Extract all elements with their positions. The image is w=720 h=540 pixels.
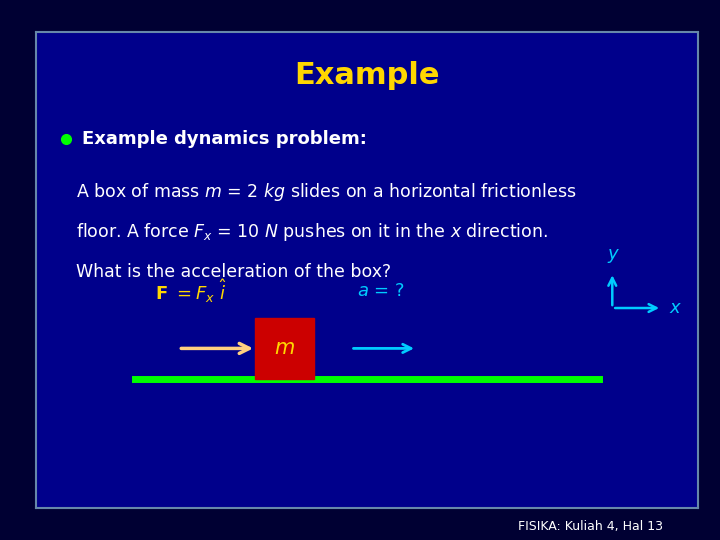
Text: $\mathbf{F}$ $= F_x\ \hat{i}$: $\mathbf{F}$ $= F_x\ \hat{i}$ — [156, 278, 228, 305]
Text: A box of mass $m$ = 2 $kg$ slides on a horizontal frictionless: A box of mass $m$ = 2 $kg$ slides on a h… — [76, 180, 576, 202]
Text: Example: Example — [294, 60, 440, 90]
Text: What is the acceleration of the box?: What is the acceleration of the box? — [76, 264, 391, 281]
Text: y: y — [607, 245, 618, 263]
Text: x: x — [670, 299, 680, 317]
Text: $m$: $m$ — [274, 339, 295, 359]
Text: Example dynamics problem:: Example dynamics problem: — [82, 130, 367, 148]
Text: FISIKA: Kuliah 4, Hal 13: FISIKA: Kuliah 4, Hal 13 — [518, 520, 663, 533]
Bar — [255, 318, 314, 379]
Text: $a$ = ?: $a$ = ? — [357, 282, 405, 300]
Text: floor. A force $F_x$ = 10 $N$ pushes on it in the $x$ direction.: floor. A force $F_x$ = 10 $N$ pushes on … — [76, 221, 548, 243]
